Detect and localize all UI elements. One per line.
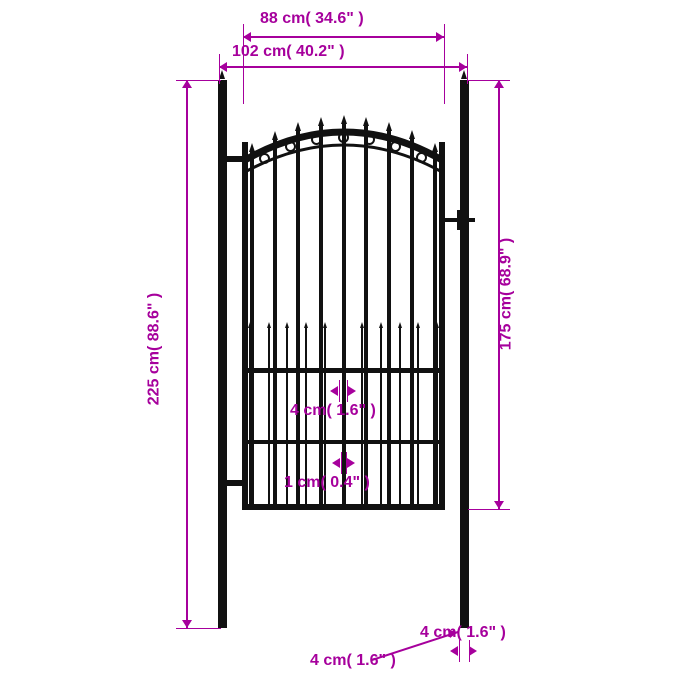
arch-loop [390,141,401,152]
dim-foot-left [0,0,700,700]
arch-loop [338,132,349,143]
arch-loop [364,134,375,145]
dim-label-mid: 4 cm( 1.6" ) [290,402,376,420]
arrow-icon [182,620,192,628]
arrow-icon [332,458,340,468]
arrow-icon [436,32,444,42]
dim-marker [341,452,342,474]
bar-spike [432,143,438,152]
inner-spike [248,322,252,328]
bar-spike [363,117,369,126]
hinge [227,480,242,486]
inner-spike [379,322,383,328]
dim-marker [339,380,340,402]
bar-spike [318,117,324,126]
product-dimension-figure: 88 cm( 34.6" ) 102 cm( 40.2" ) 225 cm( 8… [0,0,700,700]
vertical-bar [364,126,368,508]
vertical-bar [410,139,414,508]
dim-label-foot-left: 4 cm( 1.6" ) [310,652,380,670]
inner-bar [417,328,419,508]
inner-spike [435,322,439,328]
dim-line-top-outer [219,66,467,68]
vertical-bar [296,131,300,508]
inner-bar [268,328,270,508]
inner-bar [436,328,438,508]
dim-marker [459,640,460,662]
inner-spike [398,322,402,328]
arch-loop [259,153,270,164]
arch-loop [285,141,296,152]
dim-label-right: 175 cm( 68.9" ) [497,238,515,351]
gate-post-right [460,80,469,628]
bar-spike [272,131,278,140]
arrow-icon [450,646,458,656]
inner-spike [416,322,420,328]
arrow-icon [494,501,504,509]
bar-spike [409,130,415,139]
vertical-bar [319,126,323,508]
inner-spike [342,322,346,328]
arrow-icon [330,386,338,396]
arch-loop [416,152,427,163]
inner-spike [267,322,271,328]
inner-spike [323,322,327,328]
bar-spike [249,143,255,152]
dim-label-foot-right: 4 cm( 1.6" ) [420,624,506,642]
dim-label-left: 225 cm( 88.6" ) [145,293,163,406]
arrow-icon [219,62,227,72]
dim-ext [444,24,445,104]
bar-spike [295,122,301,131]
arrow-icon [459,62,467,72]
vertical-bar [387,131,391,508]
dim-label-lower: 1 cm( 0.4" ) [284,474,370,492]
dim-line-left [186,80,188,628]
bar-spike [341,115,347,124]
hinge [227,156,242,162]
inner-bar [249,328,251,508]
inner-bar [380,328,382,508]
inner-spike [360,322,364,328]
bar-spike [386,122,392,131]
inner-bar [399,328,401,508]
latch [457,210,461,230]
gate-arch [0,0,700,700]
gate-frame-right [439,142,445,508]
dim-line-top-inner [243,36,444,38]
dim-ext [176,628,221,629]
inner-spike [285,322,289,328]
arrow-icon [243,32,251,42]
arrow-icon [347,458,355,468]
dim-label-top-inner: 88 cm( 34.6" ) [260,10,364,28]
dim-label-top-outer: 102 cm( 40.2" ) [232,43,345,61]
dim-ext [468,509,510,510]
arrow-icon [348,386,356,396]
vertical-bar [273,140,277,508]
arrow-icon [469,646,477,656]
gate-post-left [218,80,227,628]
arrow-icon [182,80,192,88]
inner-spike [304,322,308,328]
arrow-icon [494,80,504,88]
